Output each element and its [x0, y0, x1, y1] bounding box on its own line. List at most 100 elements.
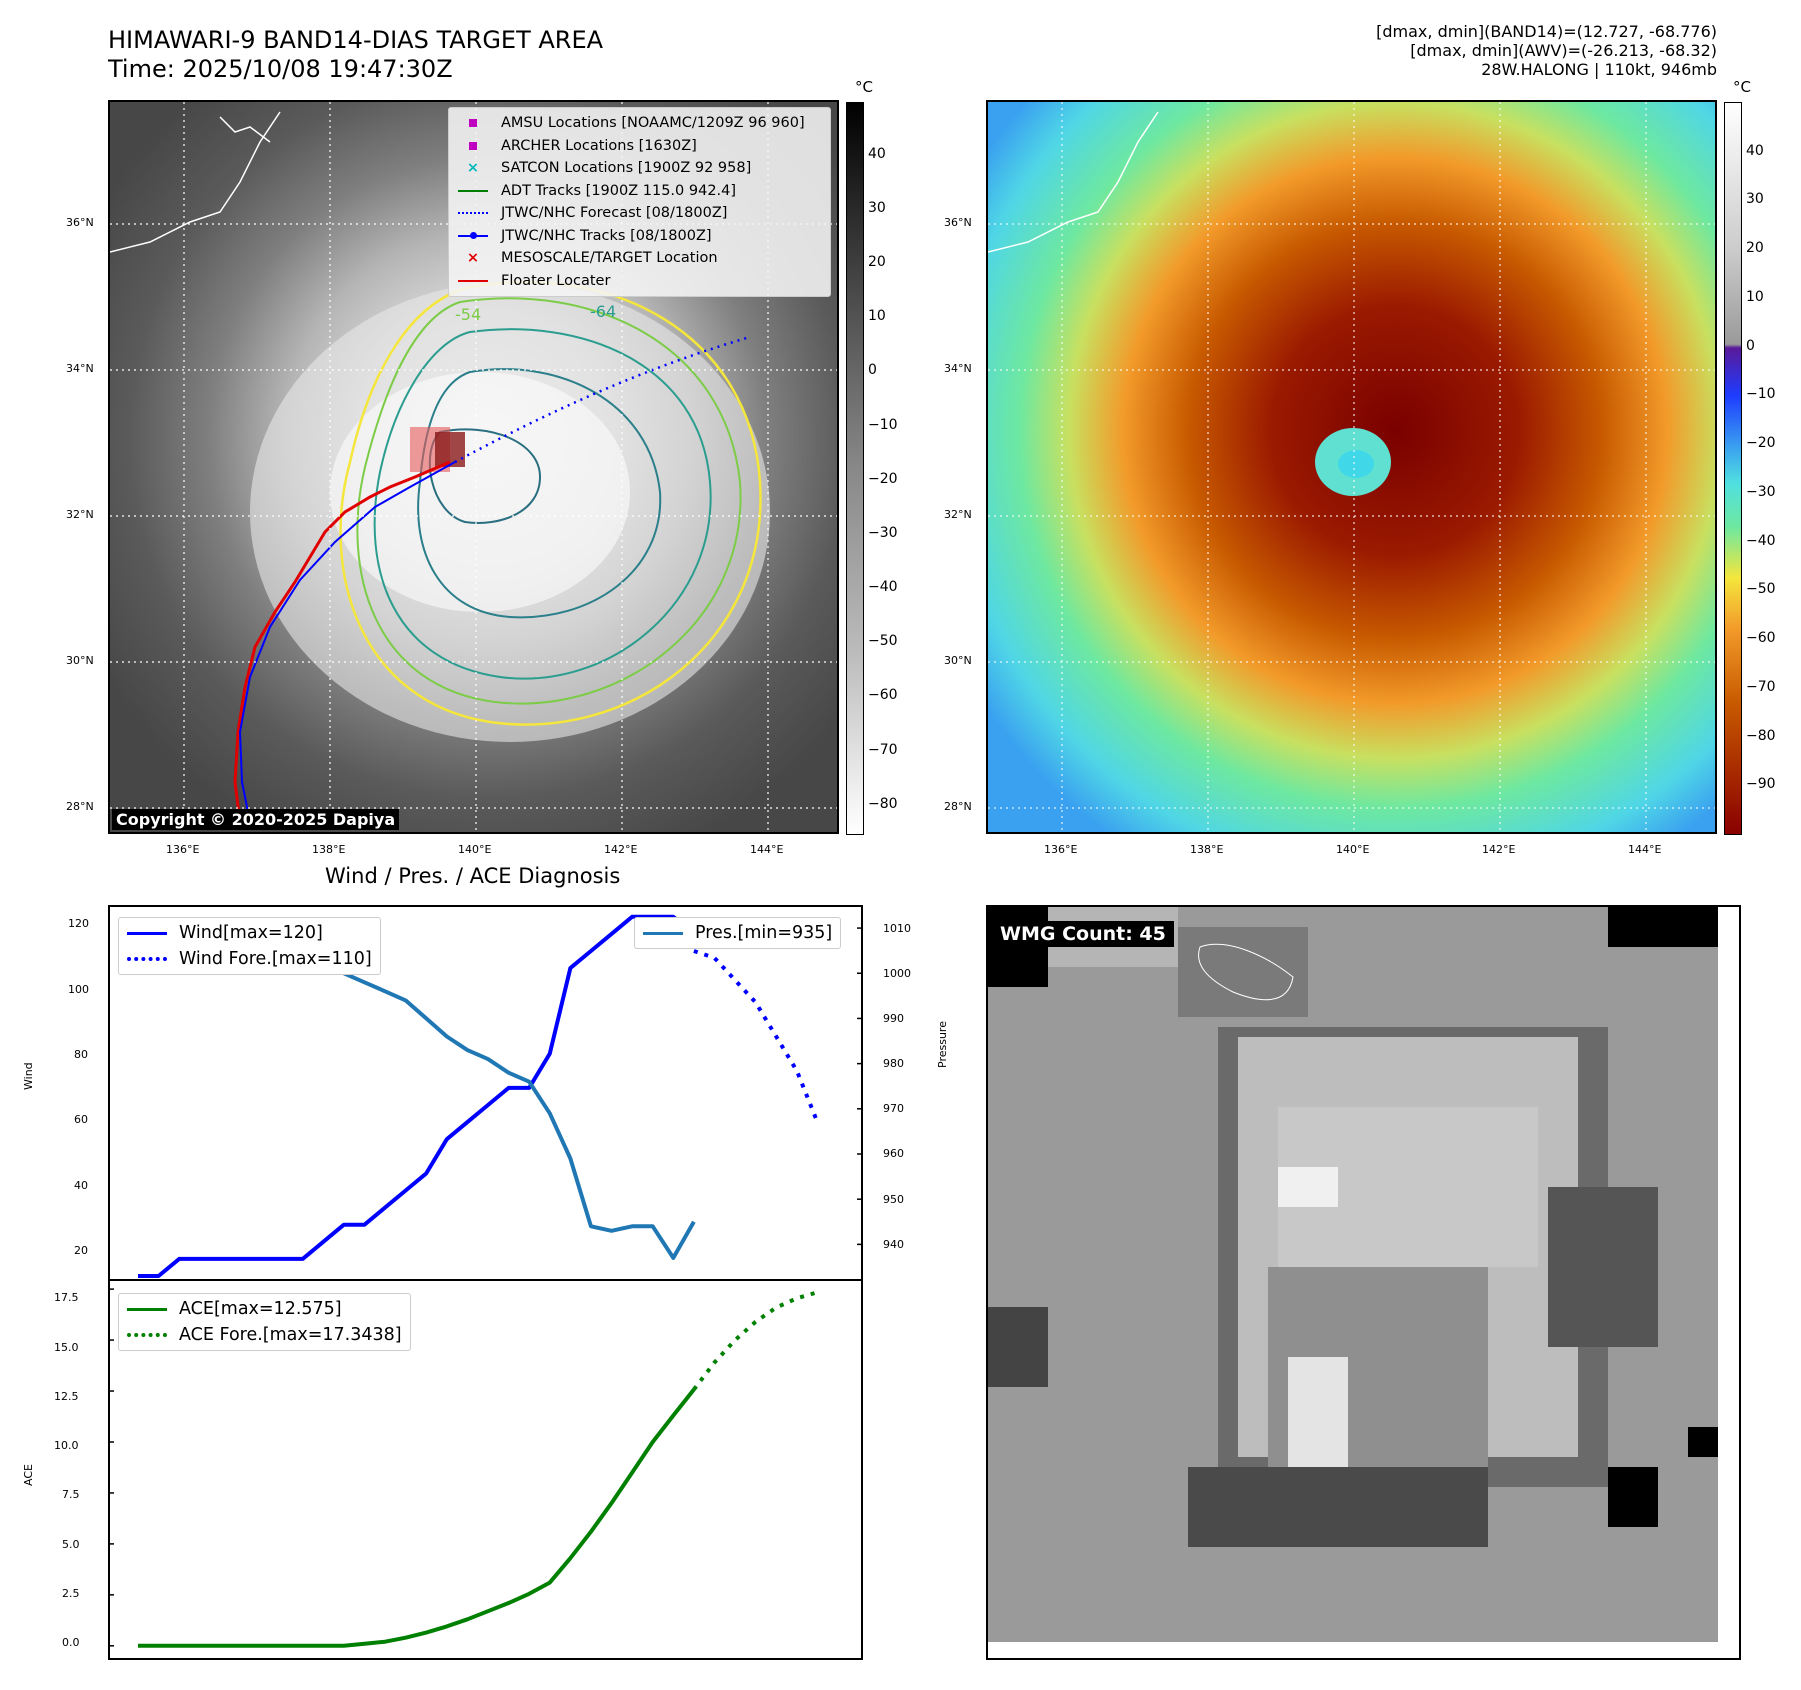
- colorbar1: [846, 102, 864, 835]
- colorbar-tick: −60: [868, 687, 898, 703]
- lon-tick-label: 140°E: [458, 843, 492, 856]
- colorbar-tick: −10: [868, 417, 898, 433]
- colorbar-tick: −10: [1746, 386, 1776, 402]
- colorbar-tick: −30: [868, 525, 898, 541]
- wmg-image: [988, 907, 1718, 1642]
- ace-forecast-line: [692, 1290, 818, 1391]
- pressure-line: [138, 926, 696, 1260]
- legend-entry-floater: Floater Locater: [455, 270, 824, 293]
- ace-tick: 17.5: [54, 1291, 79, 1304]
- wind-tick: 100: [68, 983, 89, 996]
- contour-label: -54: [455, 305, 481, 324]
- pressure-tick: 950: [883, 1193, 904, 1206]
- wind-forecast-line: [693, 949, 820, 1123]
- colorbar-tick: −50: [868, 633, 898, 649]
- line-dot-icon: [455, 231, 491, 239]
- ace-tick: 7.5: [62, 1488, 80, 1501]
- pressure-tick: 980: [883, 1057, 904, 1070]
- colorbar-tick: −70: [1746, 679, 1776, 695]
- dotted-line-icon: [127, 1333, 167, 1337]
- legend-entry-forecast: JTWC/NHC Forecast [08/1800Z]: [455, 202, 824, 225]
- legend-entry-satcon: × SATCON Locations [1900Z 92 958]: [455, 157, 824, 180]
- lon-tick-label: 144°E: [750, 843, 784, 856]
- solid-line-icon: [127, 1307, 167, 1311]
- lon-tick-label: 144°E: [1628, 843, 1662, 856]
- lat-tick-label: 34°N: [944, 362, 972, 375]
- pressure-legend: Pres.[min=935]: [634, 917, 842, 949]
- colorbar-tick: −20: [1746, 435, 1776, 451]
- lat-tick-label: 32°N: [66, 508, 94, 521]
- dotted-line-icon: [455, 212, 491, 215]
- wmg-count-label: WMG Count: 45: [992, 921, 1174, 947]
- lon-tick-label: 140°E: [1336, 843, 1370, 856]
- pressure-ylabel: Pressure: [936, 1021, 949, 1068]
- colorbar-tick: 40: [868, 146, 886, 162]
- legend-entry-wind: Wind[max=120]: [127, 920, 372, 946]
- info-block: [dmax, dmin](BAND14)=(12.727, -68.776) […: [1376, 22, 1717, 79]
- lon-tick-label: 138°E: [312, 843, 346, 856]
- square-marker-icon: [455, 141, 491, 150]
- lat-tick-label: 30°N: [944, 654, 972, 667]
- colorbar-tick: 30: [868, 200, 886, 216]
- contour-label: -64: [590, 302, 616, 321]
- wind-tick: 40: [74, 1179, 88, 1192]
- pressure-tick: 970: [883, 1102, 904, 1115]
- lon-tick-label: 138°E: [1190, 843, 1224, 856]
- lon-tick-label: 142°E: [1482, 843, 1516, 856]
- colorbar-tick: −20: [868, 471, 898, 487]
- colorbar-tick: 10: [868, 308, 886, 324]
- wind-line: [138, 914, 696, 1278]
- lon-tick-label: 136°E: [1044, 843, 1078, 856]
- colorbar-tick: 0: [1746, 338, 1755, 354]
- wind-ylabel: Wind: [22, 1062, 35, 1090]
- legend-entry-ace-forecast: ACE Fore.[max=17.3438]: [127, 1322, 402, 1348]
- line-icon: [455, 279, 491, 282]
- wind-tick: 80: [74, 1048, 88, 1061]
- colorbar-tick: 0: [868, 362, 877, 378]
- colorbar-tick: 20: [1746, 240, 1764, 256]
- ace-chart-plot: [108, 1288, 818, 1648]
- ace-tick: 5.0: [62, 1538, 80, 1551]
- legend-entry-wind-forecast: Wind Fore.[max=110]: [127, 946, 372, 972]
- map-legend: AMSU Locations [NOAAMC/1209Z 96 960] ARC…: [448, 107, 831, 297]
- ace-tick: 12.5: [54, 1390, 79, 1403]
- pressure-tick: 1000: [883, 967, 911, 980]
- square-marker-icon: [455, 119, 491, 128]
- solid-line-icon: [643, 931, 683, 935]
- ace-line: [138, 1388, 696, 1648]
- x-marker-icon: ×: [466, 160, 480, 176]
- legend-entry-tracks: JTWC/NHC Tracks [08/1800Z]: [455, 225, 824, 248]
- legend-entry-adt: ADT Tracks [1900Z 115.0 942.4]: [455, 180, 824, 203]
- title-line-2: Time: 2025/10/08 19:47:30Z: [108, 55, 453, 83]
- awv-map-panel: [986, 100, 1717, 834]
- ace-legend: ACE[max=12.575] ACE Fore.[max=17.3438]: [118, 1293, 411, 1351]
- lat-tick-label: 34°N: [66, 362, 94, 375]
- solid-line-icon: [127, 931, 167, 935]
- legend-entry-amsu: AMSU Locations [NOAAMC/1209Z 96 960]: [455, 112, 824, 135]
- wmg-panel: WMG Count: 45: [986, 905, 1741, 1660]
- wind-legend: Wind[max=120] Wind Fore.[max=110]: [118, 917, 381, 975]
- lat-tick-label: 36°N: [66, 216, 94, 229]
- info-line-2: [dmax, dmin](AWV)=(-26.213, -68.32): [1410, 41, 1717, 60]
- colorbar-tick: −80: [868, 796, 898, 812]
- awv-map-image: [988, 102, 1715, 832]
- info-line-1: [dmax, dmin](BAND14)=(12.727, -68.776): [1376, 22, 1717, 41]
- colorbar-tick: −40: [1746, 533, 1776, 549]
- wind-tick: 20: [74, 1244, 88, 1257]
- colorbar-tick: 20: [868, 254, 886, 270]
- wind-tick: 120: [68, 917, 89, 930]
- ace-ylabel: ACE: [22, 1464, 35, 1486]
- lat-tick-label: 36°N: [944, 216, 972, 229]
- ace-tick: 0.0: [62, 1636, 80, 1649]
- info-line-3: 28W.HALONG | 110kt, 946mb: [1481, 60, 1717, 79]
- lat-tick-label: 30°N: [66, 654, 94, 667]
- colorbar2-unit: °C: [1733, 78, 1751, 96]
- colorbar-tick: 10: [1746, 289, 1764, 305]
- colorbar2: [1724, 102, 1742, 835]
- x-marker-icon: ×: [466, 250, 480, 266]
- title-line-1: HIMAWARI-9 BAND14-DIAS TARGET AREA: [108, 26, 604, 54]
- wind-tick: 60: [74, 1113, 88, 1126]
- figure-title: HIMAWARI-9 BAND14-DIAS TARGET AREA Time:…: [108, 26, 603, 84]
- colorbar1-unit: °C: [855, 78, 873, 96]
- legend-entry-pressure: Pres.[min=935]: [643, 920, 832, 946]
